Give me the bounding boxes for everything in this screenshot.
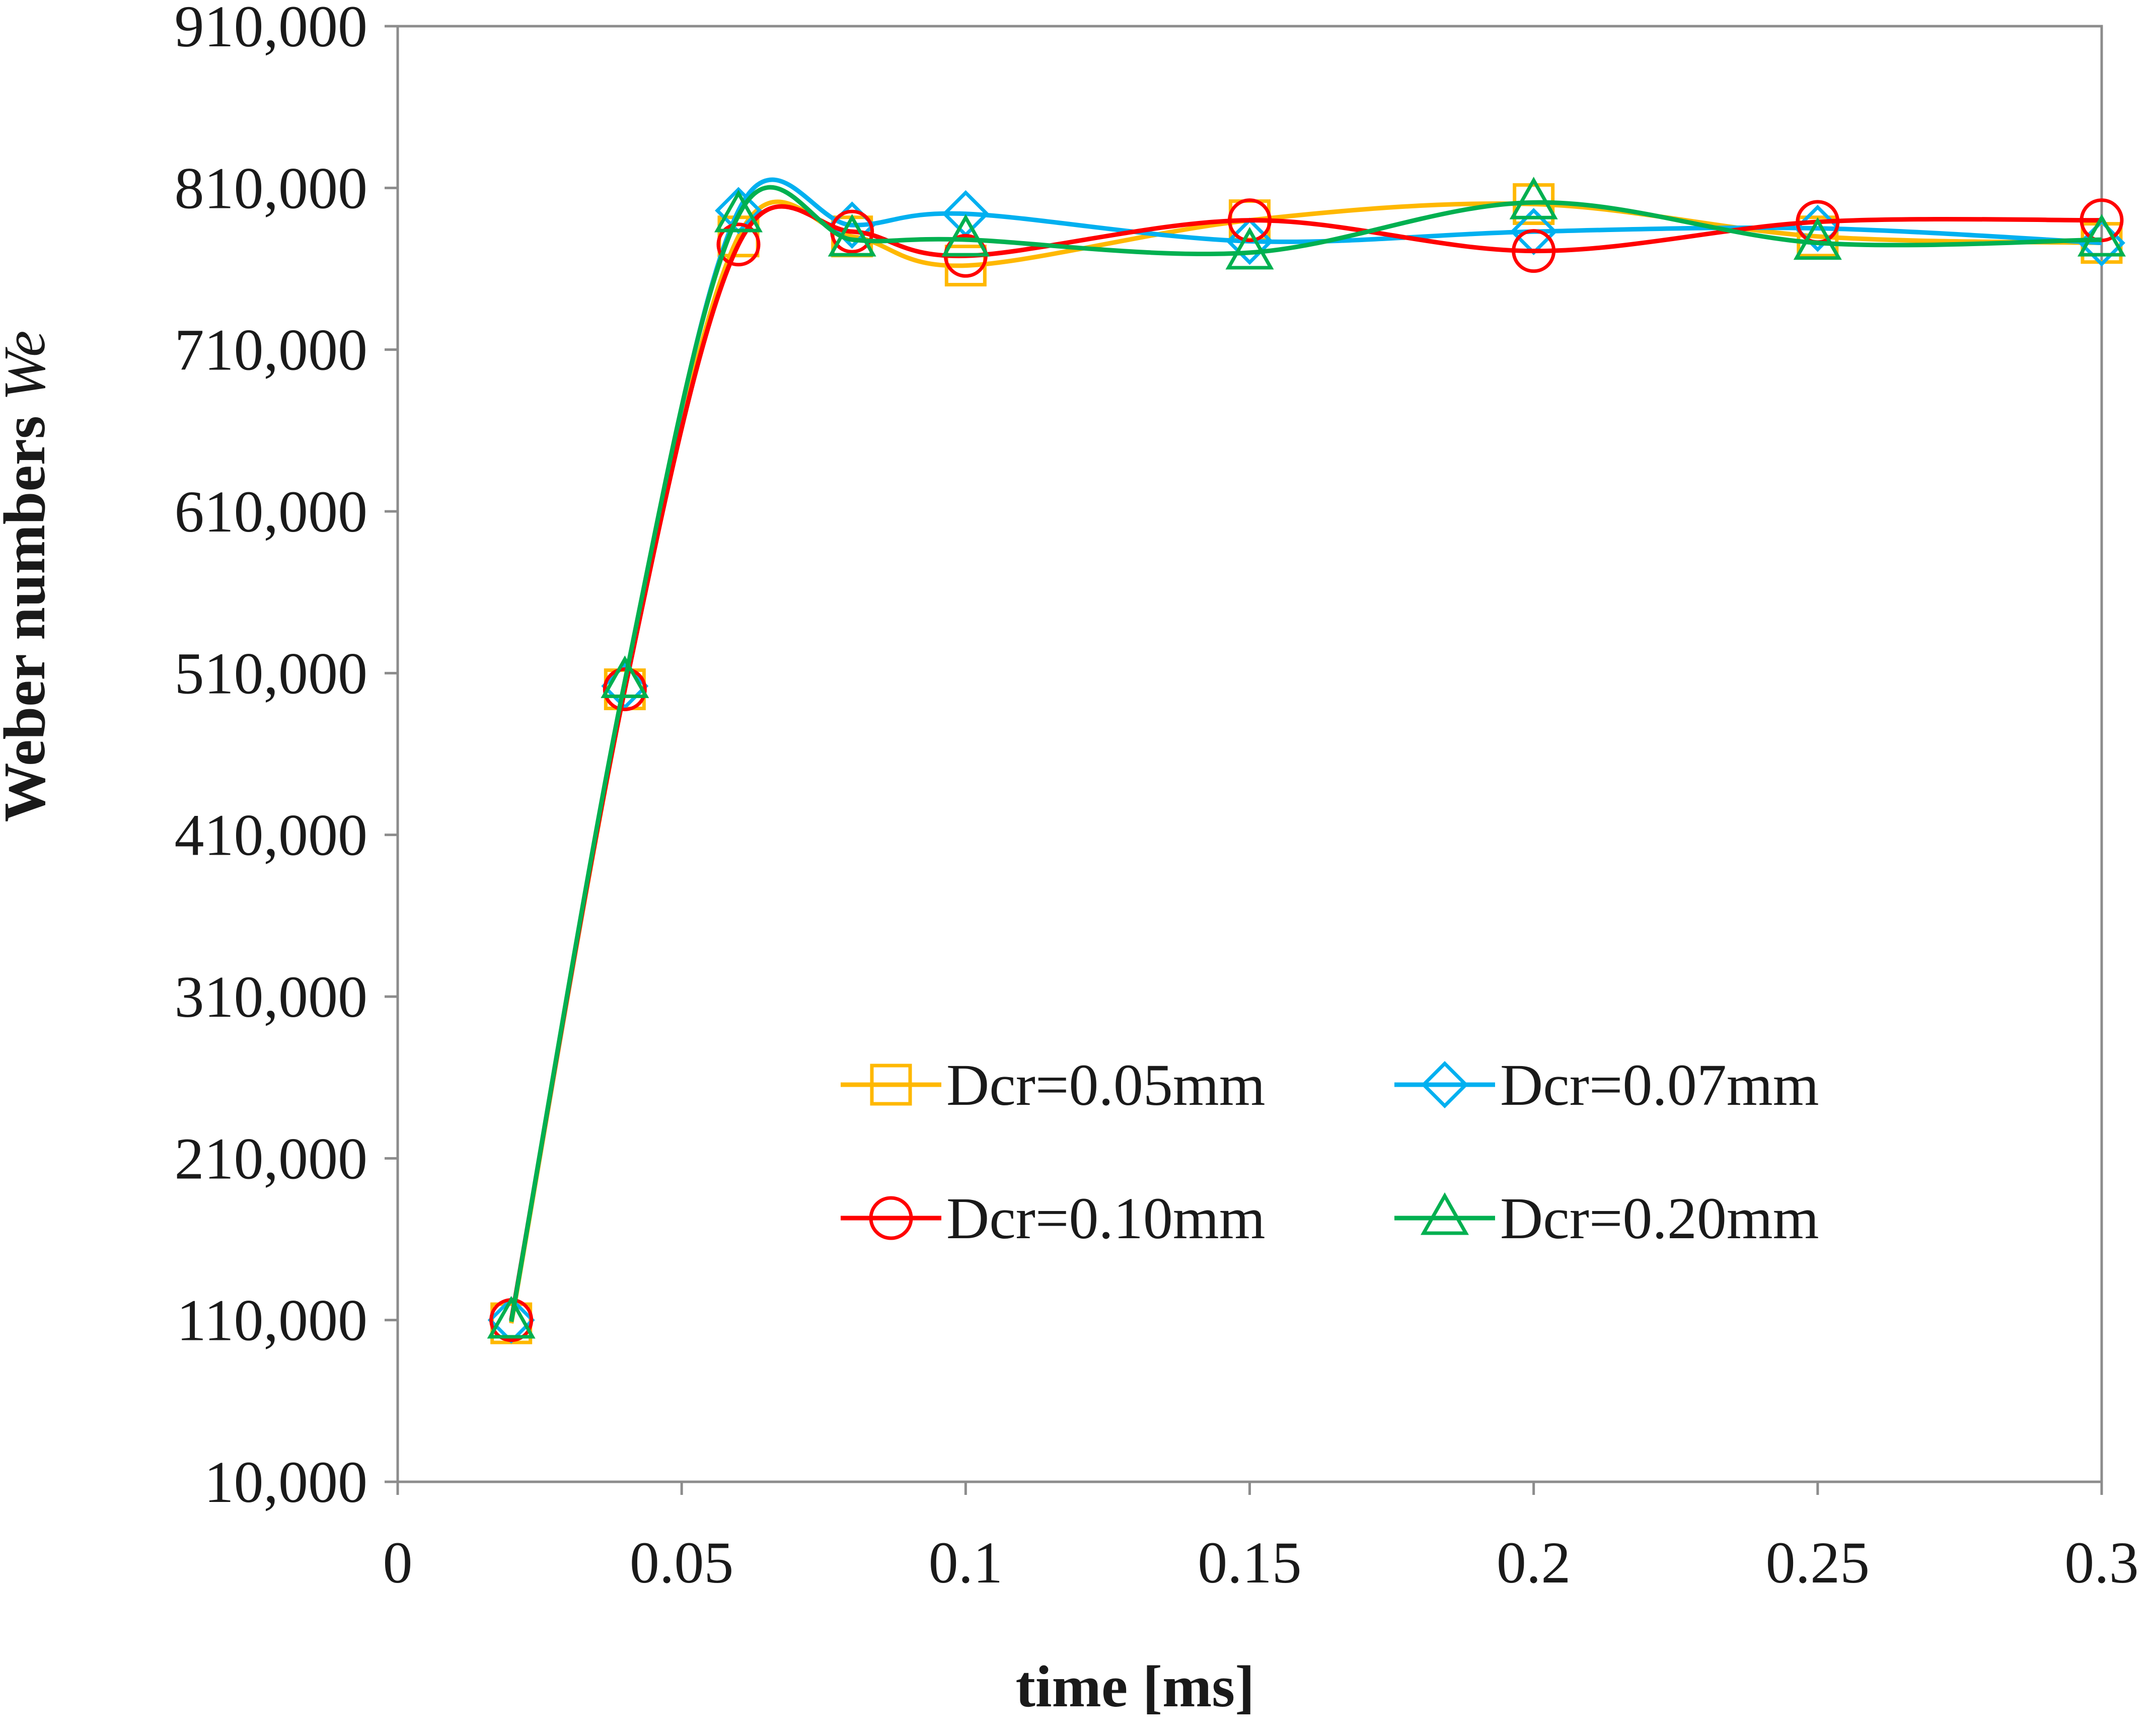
series-line	[509, 204, 2102, 1321]
y-tick-label: 910,000	[175, 0, 368, 59]
series-Dcr=0.07mm	[487, 177, 2125, 1344]
data-point	[1225, 227, 1274, 270]
x-tick-label: 0.15	[1198, 1530, 1302, 1596]
y-tick-label: 710,000	[175, 317, 368, 383]
data-point	[487, 1296, 536, 1339]
series-Dcr=0.05mm	[490, 183, 2123, 1344]
y-tick-label: 310,000	[175, 964, 368, 1030]
legend-label: Dcr=0.05mm	[946, 1052, 1266, 1118]
data-point	[941, 214, 990, 257]
x-tick-label: 0.05	[630, 1530, 734, 1596]
data-point	[601, 655, 649, 698]
legend-label: Dcr=0.20mm	[1500, 1185, 1819, 1251]
y-axis-title: Weber numbers We	[0, 331, 57, 822]
x-tick-label: 0.2	[1497, 1530, 1571, 1596]
y-tick-label: 210,000	[175, 1125, 368, 1191]
x-tick-label: 0.3	[2064, 1530, 2139, 1596]
legend-marker	[1420, 1192, 1469, 1235]
series-line	[509, 185, 2102, 1322]
data-point	[2077, 214, 2126, 257]
series-Dcr=0.20mm	[487, 177, 2126, 1339]
data-point	[603, 667, 647, 711]
y-tick-label: 10,000	[204, 1449, 368, 1515]
y-tick-label: 810,000	[175, 155, 368, 221]
legend-marker	[870, 1064, 912, 1106]
data-point	[1509, 177, 1558, 219]
y-tick-label: 110,000	[177, 1288, 367, 1353]
legend-item: Dcr=0.10mm	[841, 1185, 1266, 1251]
data-point	[714, 189, 763, 233]
legend-label: Dcr=0.07mm	[1500, 1052, 1819, 1118]
legend-item: Dcr=0.05mm	[841, 1052, 1266, 1118]
x-tick-label: 0	[383, 1530, 413, 1596]
series-line	[509, 199, 2102, 1324]
legend-marker	[1421, 1061, 1468, 1108]
y-tick-label: 610,000	[175, 479, 368, 545]
legend-item: Dcr=0.20mm	[1394, 1185, 1819, 1251]
x-axis-title: time [ms]	[1015, 1653, 1254, 1719]
series-line	[509, 177, 2102, 1321]
legend-item: Dcr=0.07mm	[1394, 1052, 1819, 1118]
y-axis-title-main: Weber numbers	[0, 401, 57, 822]
data-point	[1512, 229, 1556, 273]
x-tick-label: 0.1	[929, 1530, 1003, 1596]
legend: Dcr=0.05mm Dcr=0.07mm Dcr=0.10mm Dcr=0.20mm	[841, 1052, 1819, 1251]
data-point	[1793, 217, 1842, 260]
data-point	[601, 662, 649, 710]
y-axis-title-symbol: We	[0, 331, 57, 401]
y-tick-label: 510,000	[175, 640, 368, 706]
data-point	[1228, 198, 1272, 243]
legend-label: Dcr=0.10mm	[946, 1185, 1266, 1251]
data-point	[716, 222, 761, 267]
legend-marker	[869, 1196, 913, 1240]
data-point	[828, 214, 876, 257]
x-tick-label: 0.25	[1766, 1530, 1870, 1596]
series-Dcr=0.10mm	[489, 198, 2124, 1342]
y-tick-label: 410,000	[175, 802, 368, 868]
